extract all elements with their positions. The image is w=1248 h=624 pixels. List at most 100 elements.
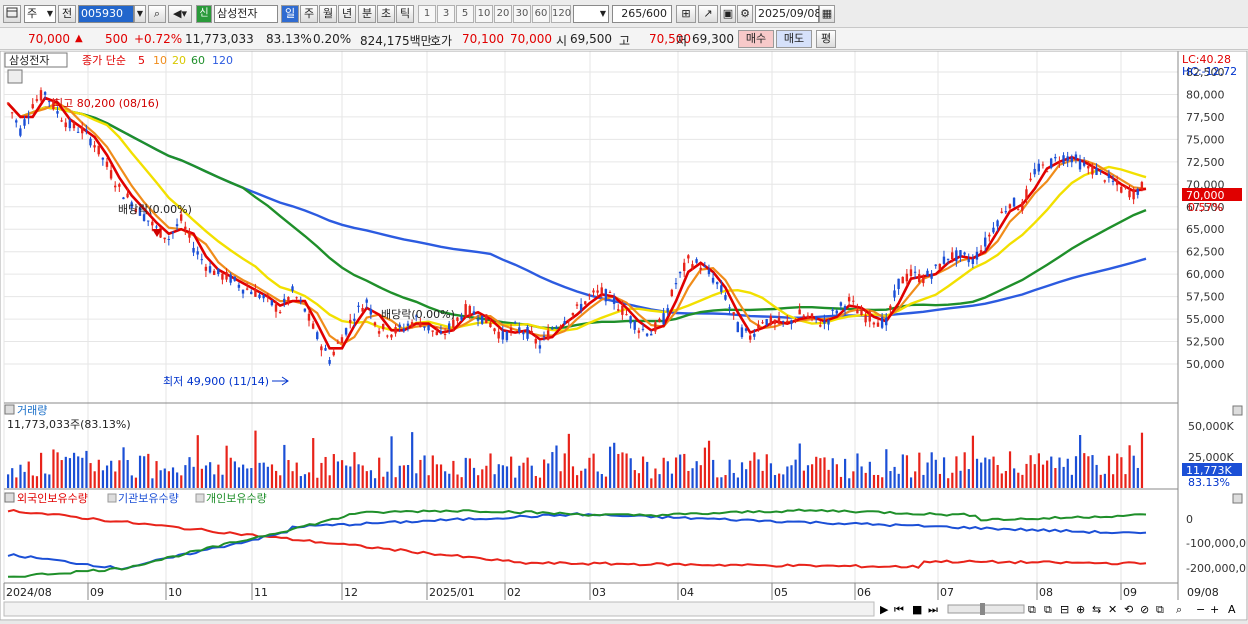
candle-body — [390, 334, 393, 338]
volume-bar — [975, 458, 979, 488]
capture-icon[interactable]: ⧉ — [1156, 603, 1164, 616]
interval-3[interactable]: 3 — [437, 5, 455, 23]
tab-period-tick[interactable]: 틱 — [396, 5, 414, 23]
tab-period-week[interactable]: 주 — [300, 5, 318, 23]
volume-bar — [992, 456, 995, 488]
candle-body — [344, 328, 348, 335]
candle-body — [406, 323, 410, 326]
candle-body — [1025, 189, 1028, 199]
interval-1[interactable]: 1 — [418, 5, 436, 23]
candle-body — [975, 251, 979, 260]
volume-bar — [1037, 453, 1040, 488]
tab-period-month[interactable]: 월 — [319, 5, 337, 23]
close-panel-icon[interactable] — [1232, 405, 1243, 416]
price-tick-label: 72,500 — [1186, 156, 1225, 169]
panel-box-icon[interactable] — [107, 493, 117, 503]
history-icon[interactable]: ⟲ — [1124, 603, 1133, 616]
code-dropdown-button[interactable]: ▼ — [134, 5, 146, 23]
candle-body — [1016, 209, 1020, 211]
date-tick-label: 10 — [168, 586, 182, 599]
zoom-out-icon[interactable]: − — [1196, 603, 1205, 616]
up-triangle-icon: ▲ — [75, 33, 83, 44]
legend-ma20: 20 — [172, 54, 186, 67]
candle-body — [885, 317, 888, 326]
scrollbar-track[interactable] — [3, 601, 875, 617]
trade-amount: 824,175백만 — [360, 34, 432, 48]
candle-body — [670, 289, 674, 297]
volume-bar — [1132, 455, 1135, 488]
volume-bar — [114, 471, 117, 488]
volume-bar — [790, 465, 793, 488]
font-size-icon[interactable]: A — [1228, 603, 1236, 616]
compare-icon[interactable]: ⇆ — [1092, 603, 1101, 616]
zoom-in-icon[interactable]: + — [1210, 603, 1219, 616]
magnifier-icon[interactable]: ⌕ — [1176, 603, 1182, 616]
table-icon[interactable] — [7, 69, 23, 84]
count-field[interactable]: 265/600 — [612, 5, 672, 23]
date-tick-label: 06 — [857, 586, 871, 599]
panel-box-icon[interactable] — [195, 493, 205, 503]
date-field[interactable]: 2025/09/08 — [755, 5, 821, 23]
stop-icon[interactable]: ■ — [912, 603, 922, 616]
clear-icon[interactable]: ✕ — [1108, 603, 1117, 616]
panel-box-icon[interactable] — [4, 404, 15, 415]
speaker-icon[interactable]: ◀▾ — [168, 5, 192, 23]
candle-body — [534, 338, 537, 344]
window-icon[interactable] — [3, 5, 21, 23]
layout-icon[interactable]: ⊟ — [1060, 603, 1069, 616]
candle-body — [683, 262, 686, 271]
interval-5[interactable]: 5 — [456, 5, 474, 23]
candle-body — [1103, 180, 1106, 182]
mode-button[interactable]: 전 — [58, 5, 76, 23]
volume-bar — [110, 460, 113, 488]
calendar-icon[interactable]: ▦ — [819, 5, 835, 23]
zoom-icon[interactable]: ⊞ — [676, 5, 696, 23]
scroll-end-icon[interactable]: ⏭ — [928, 603, 938, 616]
save-icon[interactable]: ▣ — [720, 5, 736, 23]
interval-30[interactable]: 30 — [513, 5, 531, 23]
volume-bar — [802, 470, 805, 488]
interval-10[interactable]: 10 — [475, 5, 493, 23]
zoom-slider[interactable] — [947, 604, 1025, 614]
volume-bar — [444, 471, 447, 488]
interval-20[interactable]: 20 — [494, 5, 512, 23]
crosshair-icon[interactable]: ⊕ — [1076, 603, 1085, 616]
gear-icon[interactable]: ⚙ — [737, 5, 753, 23]
volume-bar — [184, 465, 187, 488]
stock-code-input[interactable]: 005930 — [78, 5, 134, 23]
sell-button[interactable]: 매도 — [776, 30, 812, 48]
layout-icon[interactable]: ⧉ — [1028, 603, 1036, 616]
interval-120[interactable]: 120 — [551, 5, 571, 23]
volume-bar — [703, 447, 707, 488]
pin-icon[interactable]: ⊘ — [1140, 603, 1149, 616]
layout-icon[interactable]: ⧉ — [1044, 603, 1052, 616]
chart-svg[interactable]: 삼성전자 종가 단순 5 10 20 60 120 최고 80,200 (08/… — [0, 50, 1248, 621]
candle-body — [967, 259, 970, 263]
custom-interval-select[interactable]: ▼ — [573, 5, 609, 23]
volume-bar — [105, 465, 109, 488]
candle-body — [695, 259, 698, 263]
scroll-right-icon[interactable]: ▶ — [880, 603, 889, 616]
volume-bar — [1095, 464, 1098, 488]
candle-body — [600, 287, 603, 294]
tab-period-second[interactable]: 초 — [377, 5, 395, 23]
buy-button[interactable]: 매수 — [738, 30, 774, 48]
draw-icon[interactable]: ↗ — [698, 5, 718, 23]
type-select[interactable]: 주 ▼ — [24, 5, 56, 23]
interval-60[interactable]: 60 — [532, 5, 550, 23]
zoom-slider-handle[interactable] — [980, 603, 985, 615]
eval-button[interactable]: 평 — [816, 30, 836, 48]
tab-period-minute[interactable]: 분 — [358, 5, 376, 23]
candle-body — [258, 294, 261, 298]
scroll-start-icon[interactable]: ⏮ — [894, 603, 904, 616]
legend-stock-box[interactable] — [4, 52, 68, 68]
volume-bar — [1017, 472, 1020, 488]
candle-body — [571, 312, 575, 316]
candle-body — [864, 315, 867, 323]
candle-body — [386, 335, 389, 337]
panel-box-icon[interactable] — [4, 492, 15, 503]
tab-period-day[interactable]: 일 — [281, 5, 299, 23]
tab-period-year[interactable]: 년 — [338, 5, 356, 23]
close-panel-icon[interactable] — [1232, 493, 1243, 504]
search-icon[interactable]: ⌕ — [148, 5, 166, 23]
